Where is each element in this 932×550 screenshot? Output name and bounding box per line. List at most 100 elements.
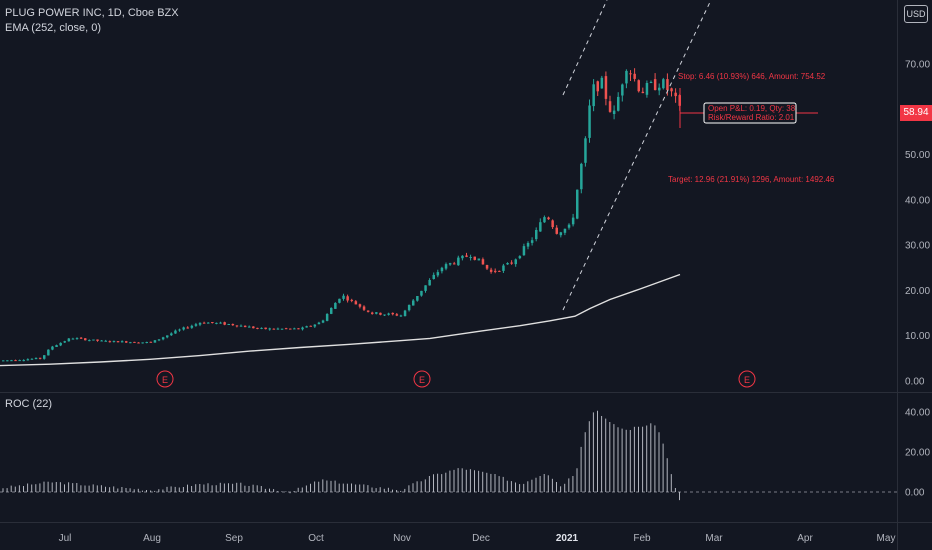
candle-body — [207, 322, 210, 324]
candle-body — [662, 79, 665, 89]
candle-body — [170, 333, 173, 336]
candle-body — [477, 258, 481, 261]
candle-body — [120, 341, 124, 343]
time-tick-label: Feb — [633, 533, 651, 544]
time-axis[interactable]: Jul Aug Sep Oct Nov Dec 2021 Feb Mar Apr May — [59, 533, 896, 544]
candle-body — [92, 339, 95, 341]
candle-body — [485, 265, 489, 269]
candle-body — [75, 338, 79, 340]
candle-body — [301, 327, 304, 330]
position-tool[interactable]: Stop: 6.46 (10.93%) 646, Amount: 754.52 O… — [668, 72, 835, 184]
candle-body — [219, 322, 222, 324]
candle-body — [313, 324, 317, 327]
candle-body — [371, 312, 374, 314]
candle-body — [129, 342, 132, 344]
candle-body — [506, 263, 509, 265]
candle-body — [223, 322, 226, 325]
candle-body — [432, 274, 435, 279]
ema-252-line — [0, 273, 681, 367]
candle-body — [596, 81, 599, 92]
candle-body — [59, 342, 62, 346]
candle-body — [182, 327, 185, 330]
candle-body — [526, 243, 530, 247]
candle-body — [543, 217, 546, 223]
candle-body — [444, 264, 448, 269]
candle-body — [453, 263, 456, 265]
candle-body — [465, 255, 468, 257]
candle-body — [514, 259, 517, 265]
candle-body — [403, 310, 407, 317]
candle-body — [194, 324, 198, 326]
candle-body — [108, 341, 112, 343]
symbol-title[interactable]: PLUG POWER INC, 1D, Cboe BZX — [5, 7, 179, 19]
time-tick-label: Dec — [472, 533, 490, 544]
candle-body — [588, 105, 591, 138]
candle-body — [317, 322, 321, 325]
candle-body — [211, 322, 214, 323]
price-tick-label: 10.00 — [905, 331, 930, 342]
candle-body — [489, 269, 493, 272]
candle-body — [22, 360, 25, 362]
candle-body — [604, 76, 608, 99]
candle-body — [243, 325, 247, 328]
candle-body — [67, 338, 71, 342]
candle-body — [645, 83, 649, 95]
candle-body — [342, 295, 345, 299]
candle-body — [137, 342, 140, 344]
candle-body — [280, 328, 284, 330]
chart-legend: PLUG POWER INC, 1D, Cboe BZX EMA (252, c… — [5, 6, 179, 36]
candle-body — [272, 328, 276, 330]
candle-body — [633, 73, 636, 79]
candle-body — [79, 337, 83, 339]
roc-axis[interactable]: 0.00 20.00 40.00 — [905, 408, 930, 499]
roc-tick-label: 40.00 — [905, 408, 930, 419]
candle-body — [600, 77, 604, 89]
candle-body — [530, 240, 534, 243]
candle-body — [112, 340, 116, 342]
candle-body — [440, 267, 444, 272]
candle-body — [88, 340, 91, 342]
candle-body — [473, 256, 476, 260]
currency-button[interactable]: USD — [904, 5, 928, 23]
candle-body — [617, 96, 620, 111]
candle-body — [100, 340, 103, 342]
candle-body — [436, 272, 440, 276]
time-tick-label: 2021 — [556, 533, 579, 544]
earnings-marker — [738, 370, 756, 388]
candle-body — [592, 84, 595, 107]
candle-body — [47, 349, 50, 356]
candle-body — [362, 306, 366, 310]
ema-indicator-label[interactable]: EMA (252, close, 0) — [5, 22, 101, 34]
open-pnl-label: Open P&L: 0.19, Qty: 38 — [708, 104, 796, 113]
candle-body — [116, 341, 120, 343]
candle-body — [354, 301, 358, 305]
candle-body — [420, 290, 423, 296]
earnings-marker-label: E — [744, 375, 750, 385]
candle-body — [297, 328, 300, 330]
channel-lower-line — [562, 0, 712, 311]
candle-body — [26, 359, 30, 361]
candle-body — [104, 340, 107, 342]
candle-body — [358, 304, 362, 307]
candle-body — [387, 313, 390, 315]
candle-body — [580, 163, 583, 190]
candle-body — [584, 138, 587, 163]
time-tick-label: Oct — [308, 533, 324, 544]
roc-indicator-label[interactable]: ROC (22) — [5, 398, 53, 410]
candle-body — [161, 337, 165, 340]
candle-body — [407, 304, 411, 311]
earnings-marker — [156, 370, 174, 388]
price-tick-label: 70.00 — [905, 59, 930, 70]
candle-body — [63, 341, 66, 343]
candle-body — [567, 224, 571, 228]
stop-label: Stop: 6.46 (10.93%) 646, Amount: 754.52 — [678, 72, 826, 81]
candle-body — [518, 256, 522, 259]
roc-tick-label: 20.00 — [905, 448, 930, 459]
time-tick-label: Apr — [797, 533, 813, 544]
candle-body — [227, 324, 230, 325]
candle-body — [395, 314, 399, 316]
candle-body — [346, 296, 349, 301]
candle-body — [96, 339, 99, 341]
